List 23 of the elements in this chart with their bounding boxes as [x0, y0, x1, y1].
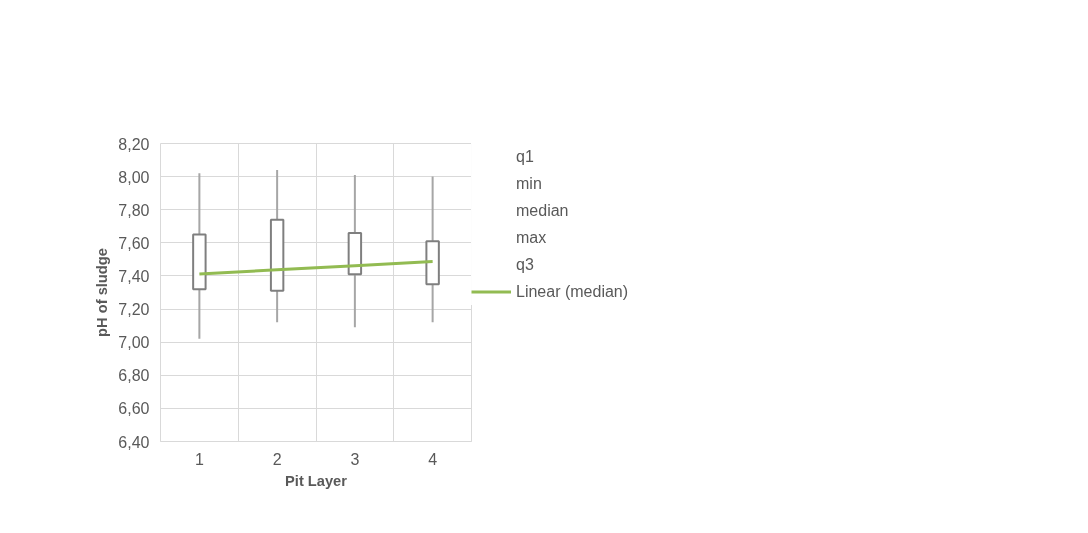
y-tick-label: 6,40	[118, 433, 150, 451]
line-series	[197, 260, 435, 276]
text: min	[516, 173, 542, 194]
y-tick-label: 7,80	[118, 201, 150, 219]
y-tick-label: 7,40	[118, 267, 150, 285]
y-axis-title: pH of sludge	[94, 248, 111, 337]
y-tick-label: 7,00	[118, 334, 150, 352]
y-tick-label: 8,00	[118, 168, 150, 186]
text: q1	[516, 146, 535, 167]
y-tick-label: 7,60	[118, 234, 150, 252]
x-tick-label: 4	[428, 450, 438, 468]
y-tick-label: 6,60	[118, 400, 150, 418]
y-tick-label: 7,20	[118, 301, 150, 319]
text: max	[516, 227, 547, 248]
y-tick-label: 8,20	[118, 135, 150, 153]
x-axis-title: Pit Layer	[285, 472, 348, 489]
x-tick-label: 3	[350, 450, 360, 468]
x-tick-label: 2	[272, 450, 282, 468]
x-tick-label: 1	[194, 450, 204, 468]
text: median	[516, 200, 569, 221]
legend-label: Linear (median)	[516, 281, 629, 302]
text: q3	[516, 254, 535, 275]
y-tick-label: 6,80	[118, 367, 150, 385]
